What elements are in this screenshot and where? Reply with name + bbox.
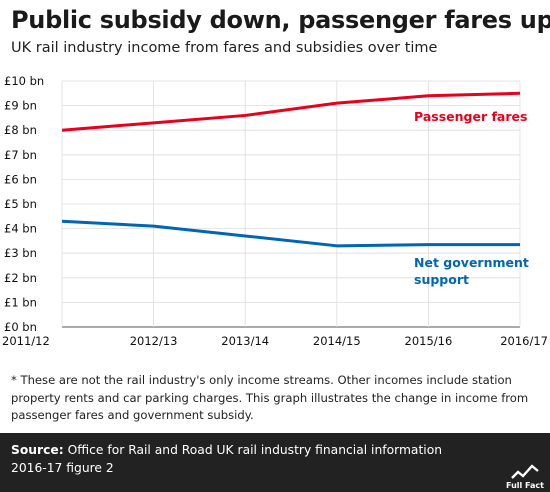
- y-tick-label: £8 bn: [4, 123, 37, 137]
- footnote: * These are not the rail industry's only…: [11, 373, 529, 422]
- grid-lines: [61, 80, 521, 328]
- x-tick-label: 2012/13: [130, 334, 178, 348]
- series-label-net-government-support-line2: support: [414, 272, 469, 287]
- y-tick-label: £6 bn: [4, 172, 37, 186]
- y-tick-label: £9 bn: [4, 99, 37, 113]
- logo-text: Full Fact: [506, 481, 544, 490]
- y-tick-label: £4 bn: [4, 222, 37, 236]
- y-tick-label: £2 bn: [4, 271, 37, 285]
- x-tick-label: 2014/15: [313, 334, 361, 348]
- x-tick-label: 2016/17: [500, 334, 548, 348]
- series-label-passenger-fares: Passenger fares: [414, 109, 527, 124]
- y-tick-label: £7 bn: [4, 148, 37, 162]
- series-line-passenger-fares: [61, 91, 521, 132]
- source-citation: Office for Rail and Road UK rail industr…: [11, 443, 443, 475]
- y-tick-label: £1 bn: [4, 295, 37, 309]
- x-tick-labels: 2011/12 2012/13 2013/14 2014/15 2015/16 2016/…: [2, 334, 548, 348]
- y-tick-label: £5 bn: [4, 197, 37, 211]
- y-tick-label: £3 bn: [4, 246, 37, 260]
- series-lines: [61, 91, 521, 248]
- x-tick-label: 2013/14: [221, 334, 269, 348]
- x-tick-label: 2011/12: [2, 334, 50, 348]
- source-label: Source:: [11, 443, 64, 457]
- series-line-net-government-support: [61, 219, 520, 248]
- chart-title: Public subsidy down, passenger fares up: [11, 6, 550, 34]
- full-fact-logo-icon: [511, 464, 539, 479]
- chart-subtitle: UK rail industry income from fares and s…: [11, 40, 438, 56]
- series-label-net-government-support-line1: Net government: [414, 255, 529, 270]
- y-tick-label: £0 bn: [4, 320, 37, 334]
- x-tick-label: 2015/16: [405, 334, 453, 348]
- y-tick-label: £10 bn: [4, 74, 44, 88]
- y-tick-labels: £0 bn £1 bn £2 bn £3 bn £4 bn £5 bn £6 bn £7 bn…: [4, 74, 44, 334]
- source-bar: Source: Office for Rail and Road UK rail…: [0, 433, 550, 492]
- line-chart: £0 bn £1 bn £2 bn £3 bn £4 bn £5 bn £6 bn £7 bn…: [2, 74, 548, 348]
- source-text: Source: Office for Rail and Road UK rail…: [11, 441, 471, 477]
